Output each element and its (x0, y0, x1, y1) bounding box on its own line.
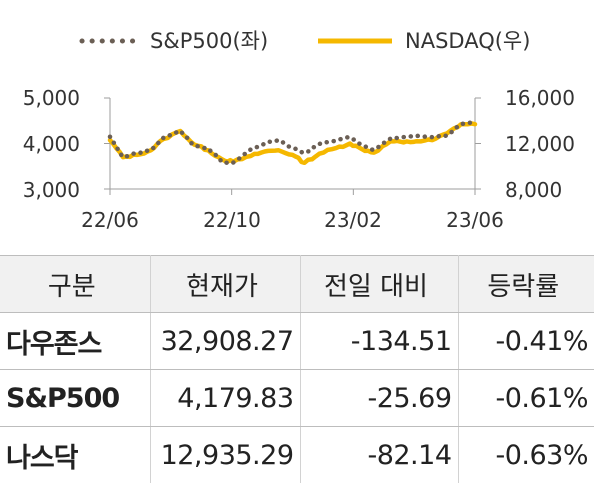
y-left-tick-label-3000: 3,000 (23, 178, 80, 202)
legend: S&P500(좌) NASDAQ(우) (82, 29, 530, 53)
x-tick-label-22-06: 22/06 (81, 208, 139, 232)
current-price-cell: 12,935.29 (150, 427, 300, 483)
y-right-tick-labels: 8,000 12,000 16,000 (505, 86, 575, 202)
y-right-tick-label-8000: 8,000 (505, 178, 562, 202)
table-row: 다우존스 32,908.27 -134.51 -0.41% (0, 313, 594, 370)
x-tick-label-23-02: 23/02 (324, 208, 382, 232)
header-change: 전일 대비 (300, 256, 458, 313)
nasdaq-series-line (110, 124, 475, 163)
table-row: 나스닥 12,935.29 -82.14 -0.63% (0, 427, 594, 483)
x-tick-label-22-10: 22/10 (203, 208, 261, 232)
row-label: S&P500 (0, 370, 150, 427)
y-right-tick-label-12000: 12,000 (505, 132, 575, 156)
change-cell: -134.51 (300, 313, 458, 370)
change-rate-cell: -0.41% (458, 313, 594, 370)
y-left-tick-labels: 3,000 4,000 5,000 (23, 86, 80, 202)
legend-sp500: S&P500(좌) (82, 29, 268, 53)
plot-area (110, 123, 475, 163)
header-change-rate: 등락률 (458, 256, 594, 313)
header-category: 구분 (0, 256, 150, 313)
index-summary-table: 구분 현재가 전일 대비 등락률 다우존스 32,908.27 -134.51 … (0, 255, 594, 483)
current-price-cell: 4,179.83 (150, 370, 300, 427)
table-header-row: 구분 현재가 전일 대비 등락률 (0, 256, 594, 313)
legend-sp500-label: S&P500(좌) (150, 29, 268, 53)
change-cell: -25.69 (300, 370, 458, 427)
stock-index-chart: S&P500(좌) NASDAQ(우) 3,000 4,000 5,000 8,… (0, 0, 594, 255)
y-left-tick-label-4000: 4,000 (23, 132, 80, 156)
change-cell: -82.14 (300, 427, 458, 483)
header-current-price: 현재가 (150, 256, 300, 313)
legend-nasdaq: NASDAQ(우) (318, 29, 530, 53)
row-label: 나스닥 (0, 427, 150, 483)
x-tick-labels: 22/06 22/10 23/02 23/06 (81, 208, 504, 232)
tick-marks (104, 98, 481, 195)
y-right-tick-label-16000: 16,000 (505, 86, 575, 110)
current-price-cell: 32,908.27 (150, 313, 300, 370)
table-row: S&P500 4,179.83 -25.69 -0.61% (0, 370, 594, 427)
change-rate-cell: -0.61% (458, 370, 594, 427)
legend-nasdaq-label: NASDAQ(우) (405, 29, 530, 53)
y-left-tick-label-5000: 5,000 (23, 86, 80, 110)
x-tick-label-23-06: 23/06 (446, 208, 504, 232)
change-rate-cell: -0.63% (458, 427, 594, 483)
row-label: 다우존스 (0, 313, 150, 370)
